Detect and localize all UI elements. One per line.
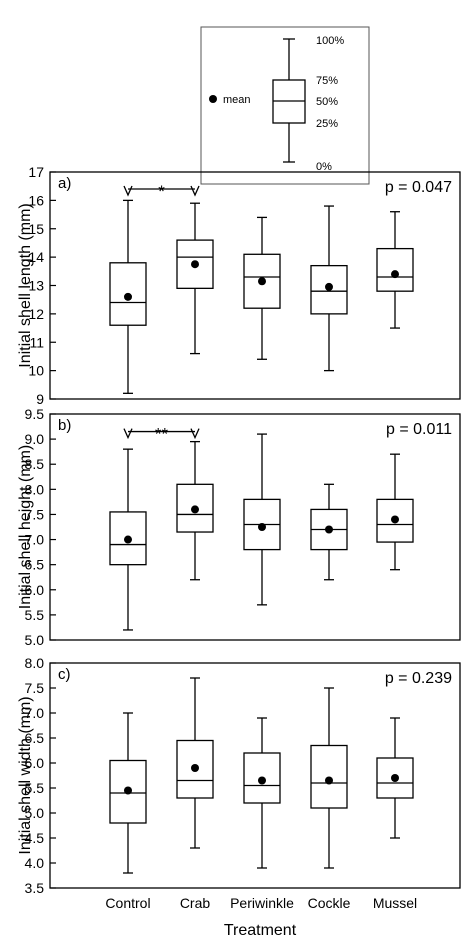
box-periwinkle <box>243 216 281 360</box>
y-tick-label: 8.0 <box>25 655 45 671</box>
y-tick-label: 17 <box>28 164 44 180</box>
y-tick-label: 13 <box>28 278 44 294</box>
panel-label: a) <box>58 175 71 192</box>
panel-label: b) <box>58 417 71 434</box>
y-tick-label: 9 <box>36 391 44 407</box>
panel-2: 5.0 5.5 6.0 6.5 7.0 7.5 8.0 8.5 9.0 9.5 Initial sh… <box>17 406 461 648</box>
x-tick-label: Crab <box>180 895 211 911</box>
y-tick-label: 9.0 <box>25 431 45 447</box>
y-tick-label: 7.0 <box>25 532 45 548</box>
y-tick-label: 7.5 <box>25 506 45 522</box>
x-tick-label: Cockle <box>308 895 351 911</box>
mean-dot <box>325 525 333 534</box>
x-axis-label: Treatment <box>224 922 297 939</box>
y-tick-label: 14 <box>28 249 44 265</box>
y-tick-label: 6.5 <box>25 557 45 573</box>
y-tick-label: 5.5 <box>25 780 45 796</box>
box-control <box>109 448 147 631</box>
legend-75: 75% <box>316 75 338 87</box>
mean-dot <box>191 764 199 772</box>
box-mussel <box>376 717 414 839</box>
box-cockle <box>310 205 348 372</box>
legend-100: 100% <box>316 35 344 47</box>
box-cockle <box>310 483 348 581</box>
y-axis-label: Initial shell length (mm) <box>17 203 34 368</box>
legend-50: 50% <box>316 96 338 108</box>
box-crab <box>176 440 214 581</box>
box-iqr <box>376 247 414 292</box>
legend-25: 25% <box>316 118 338 130</box>
box-crab <box>176 202 214 355</box>
bracket-arrow-right <box>190 185 200 197</box>
y-tick-label: 9.5 <box>25 406 45 422</box>
p-value: p = 0.047 <box>385 179 452 196</box>
legend-frame <box>200 26 370 185</box>
box-cockle <box>310 687 348 869</box>
y-tick-label: 12 <box>28 306 44 322</box>
y-tick-label: 8.5 <box>25 456 45 472</box>
mean-dot <box>325 282 333 291</box>
x-tick-label: Periwinkle <box>230 895 294 911</box>
panels: 9 10 11 12 13 14 15 16 17 Initial shell length (m… <box>17 164 461 911</box>
y-tick-label: 16 <box>28 192 44 208</box>
mean-dot <box>191 505 199 514</box>
panel-1: 9 10 11 12 13 14 15 16 17 Initial shell length (m… <box>17 164 461 407</box>
legend-mean-dot <box>209 95 217 103</box>
x-tick-label: Mussel <box>373 895 417 911</box>
bracket-arrow-left <box>123 185 133 197</box>
y-tick-label: 5.0 <box>25 805 45 821</box>
y-tick-label: 5.0 <box>25 632 45 648</box>
y-tick-label: 7.0 <box>25 705 45 721</box>
mean-dot <box>191 260 199 269</box>
mean-dot <box>325 776 333 785</box>
box-mussel <box>376 453 414 571</box>
legend-mean-label: mean <box>223 94 251 106</box>
panel-label: c) <box>58 666 71 683</box>
y-tick-label: 4.5 <box>25 830 45 846</box>
box-mussel <box>376 211 414 329</box>
significance-label: * <box>158 182 165 201</box>
bracket-arrow-left <box>123 428 133 440</box>
y-tick-label: 6.5 <box>25 730 45 746</box>
panel-3: 3.5 4.0 4.5 5.0 5.5 6.0 6.5 7.0 7.5 8.0 Initial sh… <box>17 655 461 911</box>
box-control <box>109 712 147 874</box>
bracket-arrow-right <box>190 428 200 440</box>
mean-dot <box>124 535 132 544</box>
mean-dot <box>258 776 266 785</box>
mean-dot <box>124 786 132 795</box>
y-tick-label: 8.0 <box>25 481 45 497</box>
box-periwinkle <box>243 717 281 869</box>
y-tick-label: 10 <box>28 363 44 379</box>
box-crab <box>176 677 214 849</box>
y-tick-label: 15 <box>28 221 44 237</box>
box-control <box>109 199 147 394</box>
p-value: p = 0.011 <box>386 421 452 438</box>
significance-bracket: ** <box>123 425 200 444</box>
y-tick-label: 4.0 <box>25 855 45 871</box>
significance-bracket: * <box>123 182 200 201</box>
y-tick-label: 7.5 <box>25 680 45 696</box>
box-periwinkle <box>243 433 281 606</box>
mean-dot <box>124 292 132 301</box>
y-tick-label: 11 <box>29 334 44 350</box>
plot-frame <box>49 413 461 641</box>
x-tick-label: Control <box>105 895 150 911</box>
mean-dot <box>391 774 399 782</box>
y-tick-label: 6.0 <box>25 582 45 598</box>
plot-frame <box>49 662 461 889</box>
significance-label: ** <box>155 425 169 444</box>
mean-dot <box>391 270 399 279</box>
mean-dot <box>258 523 266 531</box>
mean-dot <box>391 515 399 524</box>
y-tick-label: 5.5 <box>25 607 45 623</box>
mean-dot <box>258 277 266 286</box>
y-axis-label: Initial shell height (mm) <box>17 445 34 610</box>
legend-0: 0% <box>316 161 332 173</box>
y-axis-label: Initial shell width (mm) <box>17 696 34 854</box>
y-tick-label: 6.0 <box>25 755 45 771</box>
p-value: p = 0.239 <box>385 670 452 687</box>
legend: mean 100% 75% 50% 25% 0% <box>200 26 370 185</box>
y-tick-label: 3.5 <box>25 880 45 896</box>
